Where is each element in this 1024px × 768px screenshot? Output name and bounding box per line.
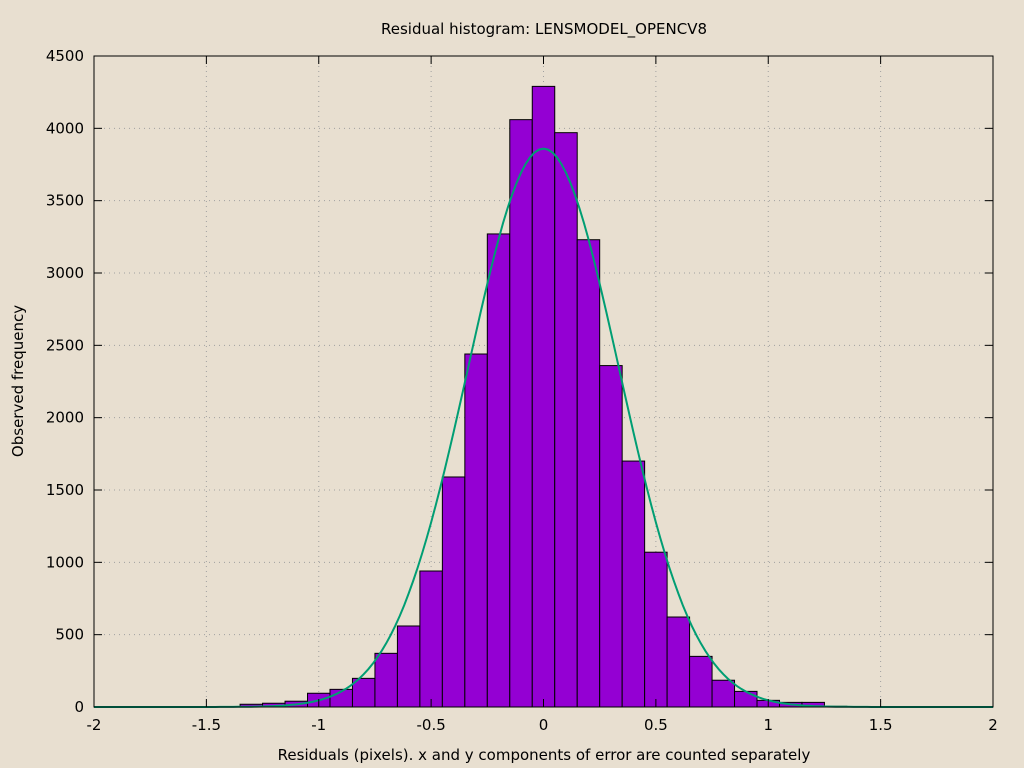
histogram-bar (734, 690, 758, 708)
histogram-bar (599, 365, 623, 708)
y-tick-label: 3500 (46, 192, 84, 210)
histogram-bar (554, 132, 578, 708)
histogram-bar (531, 85, 556, 708)
x-tick-label: 0 (539, 716, 549, 734)
x-tick-label: 1 (763, 716, 773, 734)
histogram-bar (576, 239, 601, 708)
histogram-bar (509, 119, 533, 708)
histogram-bar (419, 570, 443, 708)
histogram-bar (396, 625, 421, 708)
y-tick-label: 4500 (46, 47, 84, 65)
y-tick-label: 3000 (46, 264, 84, 282)
y-tick-label: 1000 (46, 553, 84, 571)
histogram-bar (374, 652, 398, 708)
x-tick-label: -2 (87, 716, 102, 734)
histogram-bar (441, 476, 466, 708)
y-tick-label: 2500 (46, 336, 84, 354)
y-tick-label: 1500 (46, 481, 84, 499)
x-tick-label: -1.5 (192, 716, 221, 734)
x-tick-label: 0.5 (644, 716, 668, 734)
histogram-bar (644, 551, 668, 708)
x-tick-label: 2 (988, 716, 998, 734)
histogram-bar (464, 353, 488, 708)
histogram-bar (711, 679, 736, 708)
histogram-bars (239, 85, 848, 708)
x-axis-label: Residuals (pixels). x and y components o… (278, 746, 811, 764)
histogram-bar (486, 233, 511, 708)
y-tick-label: 0 (74, 698, 84, 716)
histogram-bar (666, 616, 691, 708)
x-tick-label: -1 (311, 716, 326, 734)
y-axis-label: Observed frequency (9, 305, 27, 457)
histogram-bar (621, 460, 646, 708)
y-tick-label: 4000 (46, 119, 84, 137)
y-tick-label: 2000 (46, 409, 84, 427)
axis-ticks: -2 -1.5 -1 -0.5 0 0.5 1 1.5 2 0 500 1000 1500 2000 250… (46, 47, 998, 734)
histogram-bar (689, 655, 713, 708)
y-tick-label: 500 (55, 626, 84, 644)
x-tick-label: -0.5 (416, 716, 445, 734)
chart-title: Residual histogram: LENSMODEL_OPENCV8 (381, 20, 707, 39)
x-tick-label: 1.5 (869, 716, 893, 734)
